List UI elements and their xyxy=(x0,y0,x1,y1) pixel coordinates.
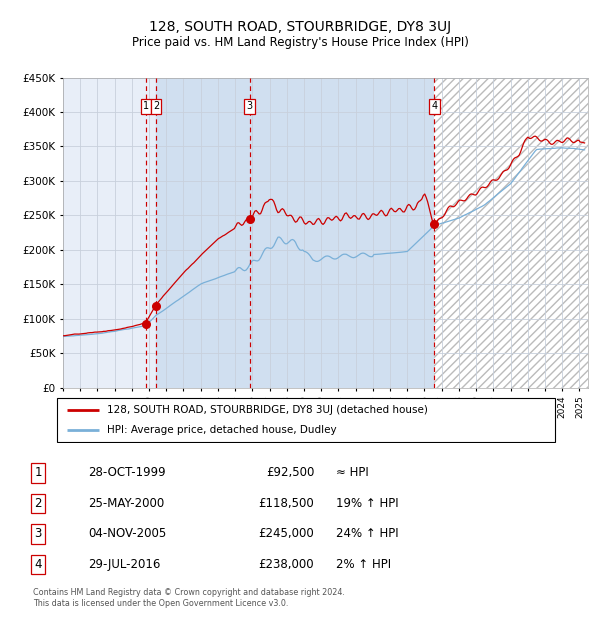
Text: This data is licensed under the Open Government Licence v3.0.: This data is licensed under the Open Gov… xyxy=(33,600,289,608)
Text: 3: 3 xyxy=(34,528,41,541)
Text: 128, SOUTH ROAD, STOURBRIDGE, DY8 3UJ (detached house): 128, SOUTH ROAD, STOURBRIDGE, DY8 3UJ (d… xyxy=(107,405,428,415)
Text: £238,000: £238,000 xyxy=(259,558,314,571)
Text: 19% ↑ HPI: 19% ↑ HPI xyxy=(337,497,399,510)
Text: £118,500: £118,500 xyxy=(259,497,314,510)
Text: 1: 1 xyxy=(143,102,149,112)
Text: 2: 2 xyxy=(34,497,42,510)
Bar xyxy=(156,78,250,388)
Text: 1: 1 xyxy=(34,466,42,479)
Text: HPI: Average price, detached house, Dudley: HPI: Average price, detached house, Dudl… xyxy=(107,425,337,435)
Text: 3: 3 xyxy=(247,102,253,112)
Text: 2% ↑ HPI: 2% ↑ HPI xyxy=(337,558,392,571)
Text: 4: 4 xyxy=(34,558,42,571)
Text: 4: 4 xyxy=(431,102,437,112)
Text: 2: 2 xyxy=(153,102,159,112)
Text: 24% ↑ HPI: 24% ↑ HPI xyxy=(337,528,399,541)
Text: £245,000: £245,000 xyxy=(259,528,314,541)
Text: £92,500: £92,500 xyxy=(266,466,314,479)
Text: 28-OCT-1999: 28-OCT-1999 xyxy=(88,466,166,479)
FancyBboxPatch shape xyxy=(56,398,556,442)
Text: 25-MAY-2000: 25-MAY-2000 xyxy=(88,497,164,510)
Text: ≈ HPI: ≈ HPI xyxy=(337,466,369,479)
Text: 29-JUL-2016: 29-JUL-2016 xyxy=(88,558,161,571)
Text: 128, SOUTH ROAD, STOURBRIDGE, DY8 3UJ: 128, SOUTH ROAD, STOURBRIDGE, DY8 3UJ xyxy=(149,20,451,34)
Bar xyxy=(434,78,588,388)
Text: Price paid vs. HM Land Registry's House Price Index (HPI): Price paid vs. HM Land Registry's House … xyxy=(131,36,469,49)
Text: 04-NOV-2005: 04-NOV-2005 xyxy=(88,528,166,541)
Text: Contains HM Land Registry data © Crown copyright and database right 2024.: Contains HM Land Registry data © Crown c… xyxy=(33,588,345,597)
Bar xyxy=(250,78,434,388)
